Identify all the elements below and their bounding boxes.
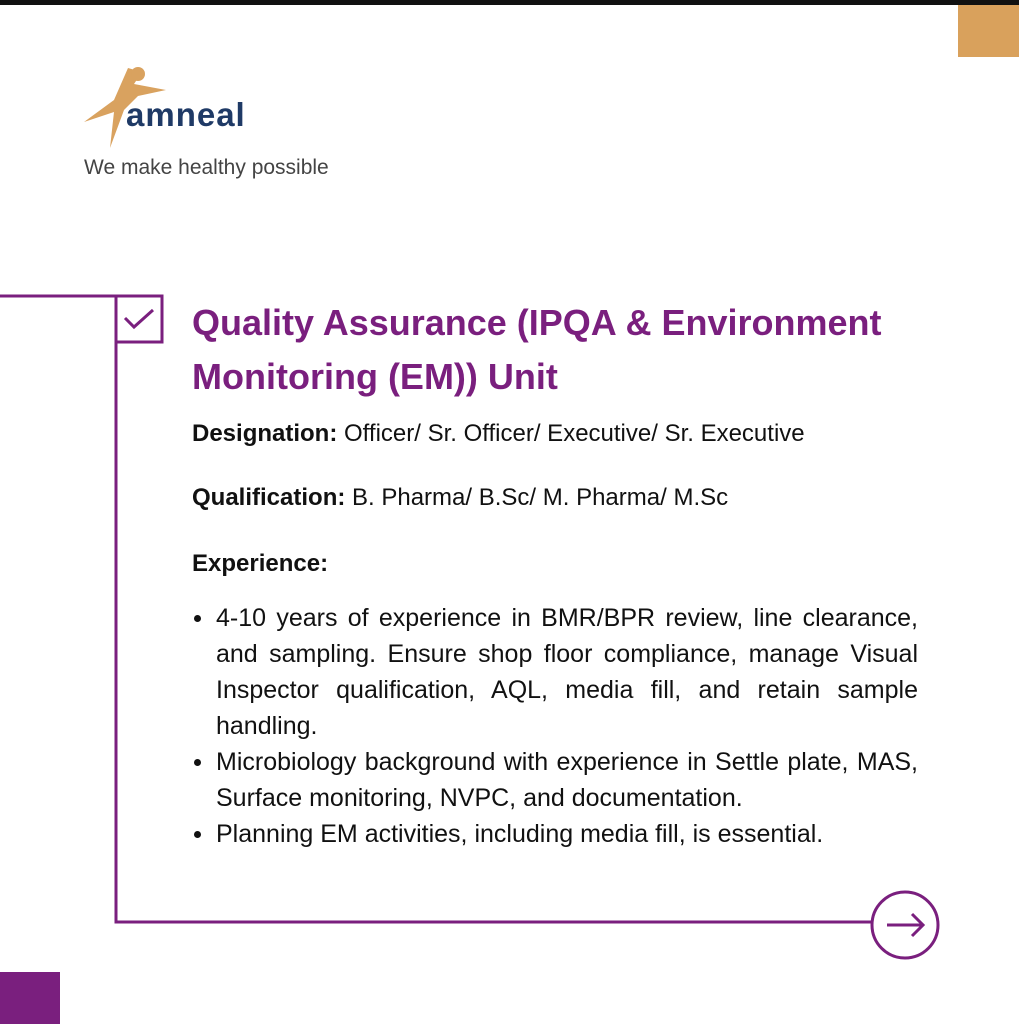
arrow-right-icon[interactable] — [869, 889, 941, 961]
experience-list: 4-10 years of experience in BMR/BPR revi… — [192, 600, 918, 852]
top-bar — [0, 0, 1019, 5]
designation-value: Officer/ Sr. Officer/ Executive/ Sr. Exe… — [337, 420, 805, 447]
tagline: We make healthy possible — [84, 156, 329, 179]
job-title: Quality Assurance (IPQA & Environment Mo… — [192, 302, 882, 397]
qualification-label: Qualification: — [192, 484, 346, 511]
list-item: 4-10 years of experience in BMR/BPR revi… — [192, 600, 918, 744]
decorative-square-tan — [958, 5, 1019, 57]
qualification-value: B. Pharma/ B.Sc/ M. Pharma/ M.Sc — [345, 484, 729, 511]
qualification: Qualification: B. Pharma/ B.Sc/ M. Pharm… — [192, 484, 728, 512]
experience-label: Experience: — [192, 550, 329, 577]
logo-figure-icon — [84, 67, 166, 148]
designation: Designation: Officer/ Sr. Officer/ Execu… — [192, 420, 805, 448]
checkmark-icon — [123, 308, 155, 330]
list-item: Microbiology background with experience … — [192, 744, 918, 816]
brand-logo: amneal — [80, 62, 300, 152]
experience-heading: Experience: — [192, 550, 328, 578]
designation-label: Designation: — [192, 420, 338, 447]
decorative-square-purple — [0, 972, 60, 1024]
logo-wordmark: amneal — [126, 96, 246, 133]
list-item: Planning EM activities, including media … — [192, 816, 918, 852]
